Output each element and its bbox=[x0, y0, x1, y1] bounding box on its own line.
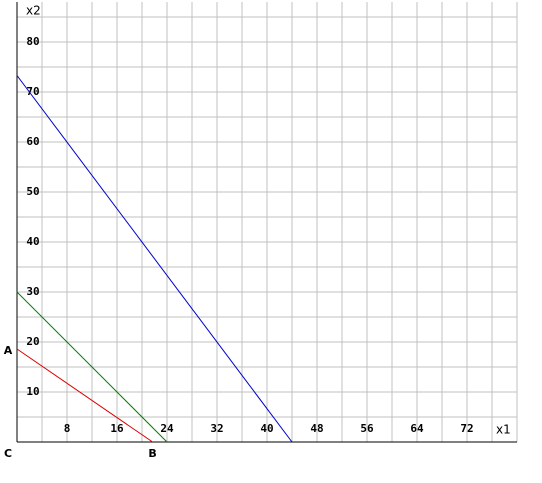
point-label: C bbox=[4, 447, 12, 460]
constraint-line bbox=[16, 291, 168, 443]
x-tick-label: 16 bbox=[110, 422, 124, 435]
y-tick-label: 80 bbox=[26, 35, 39, 48]
y-axis-label: x2 bbox=[26, 4, 41, 18]
x-tick-label: 64 bbox=[410, 422, 424, 435]
x-tick-label: 48 bbox=[310, 422, 323, 435]
x-axis-label: x1 bbox=[496, 423, 511, 437]
x-tick-label: 24 bbox=[160, 422, 174, 435]
point-label: B bbox=[148, 447, 156, 460]
y-tick-label: 20 bbox=[26, 335, 39, 348]
constraint-line bbox=[16, 348, 153, 443]
y-tick-label: 60 bbox=[26, 135, 39, 148]
x-tick-label: 72 bbox=[460, 422, 473, 435]
x-tick-label: 40 bbox=[260, 422, 273, 435]
y-tick-label: 10 bbox=[26, 385, 39, 398]
y-tick-label: 70 bbox=[26, 85, 39, 98]
x-tick-label: 32 bbox=[210, 422, 223, 435]
y-tick-label: 50 bbox=[26, 185, 39, 198]
y-tick-label: 30 bbox=[26, 285, 39, 298]
y-tick-label: 40 bbox=[26, 235, 39, 248]
point-label: A bbox=[4, 344, 13, 357]
constraint-line bbox=[16, 75, 293, 443]
x-tick-label: 8 bbox=[64, 422, 71, 435]
x-tick-label: 56 bbox=[360, 422, 374, 435]
